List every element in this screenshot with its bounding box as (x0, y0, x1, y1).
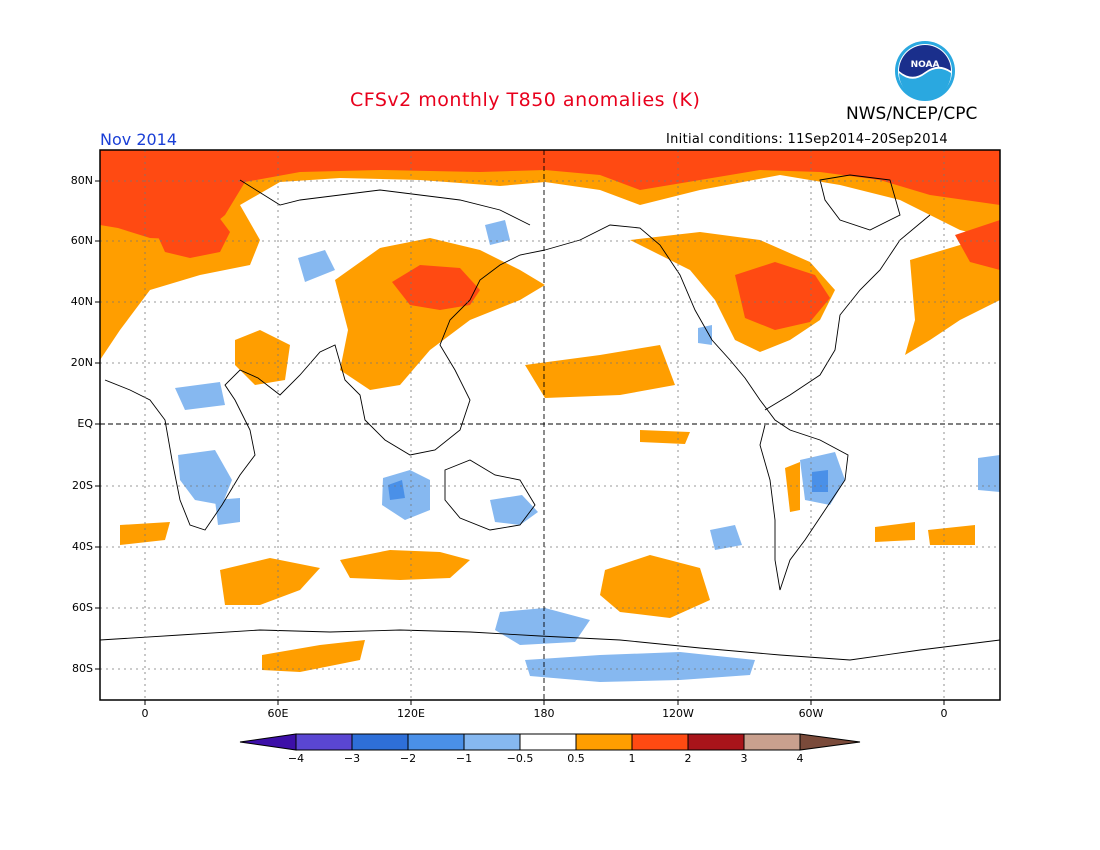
colorbar-label: −3 (343, 752, 361, 765)
axis-ticks (95, 180, 945, 705)
colorbar-label: 1 (628, 752, 636, 765)
lon-label-120w: 120W (662, 707, 694, 720)
initial-conditions: Initial conditions: 11Sep2014–20Sep2014 (666, 132, 948, 147)
brazil-cool-core (812, 470, 828, 492)
lon-label-60w: 60W (798, 707, 824, 720)
chart-title: CFSv2 monthly T850 anomalies (K) (350, 89, 701, 111)
siberia-cool (298, 250, 335, 282)
south-pacific-warm (600, 555, 710, 618)
colorbar-label: 4 (796, 752, 804, 765)
east-asia-strong (392, 265, 480, 310)
lon-label-60e: 60E (267, 707, 289, 720)
central-africa-cool (178, 450, 232, 505)
baja-cool (698, 325, 712, 345)
lon-label-0-right: 0 (940, 707, 948, 720)
arabia-warm (235, 330, 290, 385)
lat-label-20s: 20S (72, 479, 93, 492)
eq-pacific-warm (640, 430, 690, 444)
coastlines (100, 174, 1000, 661)
europe-strong-blob (155, 210, 230, 258)
madagascar-cool (215, 498, 240, 525)
sahara-cool (175, 382, 225, 410)
indian-ocean-cool (382, 470, 430, 520)
east-asia-warm (335, 238, 545, 390)
bering-cool (485, 220, 510, 245)
east-atlantic-cool (978, 455, 1000, 492)
antarctic-cool (525, 652, 755, 682)
lon-label-180: 180 (533, 707, 555, 720)
colorbar-label: 3 (740, 752, 748, 765)
lon-label-120e: 120E (397, 707, 425, 720)
colorbar-label: −4 (287, 752, 305, 765)
map-frame (99, 149, 1001, 701)
lat-label-20n: 20N (70, 356, 93, 369)
south-indian-warm (220, 558, 320, 605)
brazil-warm-strip (785, 462, 800, 512)
lat-label-80s: 80S (72, 662, 93, 675)
colorbar-label: 2 (684, 752, 692, 765)
lon-label-0-left: 0 (141, 707, 149, 720)
south-pacific-cool (710, 525, 742, 550)
south-atlantic-warm-2 (928, 525, 975, 545)
colorbar-label: −2 (399, 752, 417, 765)
south-tasman-warm (340, 550, 470, 580)
forecast-month: Nov 2014 (100, 130, 178, 149)
noaa-logo-text: NOAA (911, 60, 940, 70)
reference-lines (100, 150, 1000, 700)
indian-ocean-cool-core (388, 480, 405, 500)
tropical-pacific-warm (525, 345, 675, 398)
atlantic-north-warm (905, 240, 1000, 355)
antarctic-warm (262, 640, 365, 672)
north-america-strong (735, 262, 830, 330)
graticule (100, 150, 1000, 700)
lat-label-40n: 40N (70, 295, 93, 308)
ross-sea-cool (495, 608, 590, 645)
atlantic-strong (955, 220, 1000, 270)
sw-atlantic-warm (120, 522, 170, 545)
agency-label: NWS/NCEP/CPC (846, 104, 978, 124)
colorbar-label: −0.5 (506, 752, 534, 765)
lat-label-40s: 40S (72, 540, 93, 553)
noaa-logo: NOAA (895, 41, 955, 101)
south-atlantic-warm (875, 522, 915, 542)
lat-label-80n: 80N (70, 174, 93, 187)
lat-label-eq: EQ (77, 417, 93, 430)
lat-label-60n: 60N (70, 234, 93, 247)
colorbar-label: 0.5 (567, 752, 585, 765)
lat-label-60s: 60S (72, 601, 93, 614)
colorbar-label: −1 (455, 752, 473, 765)
